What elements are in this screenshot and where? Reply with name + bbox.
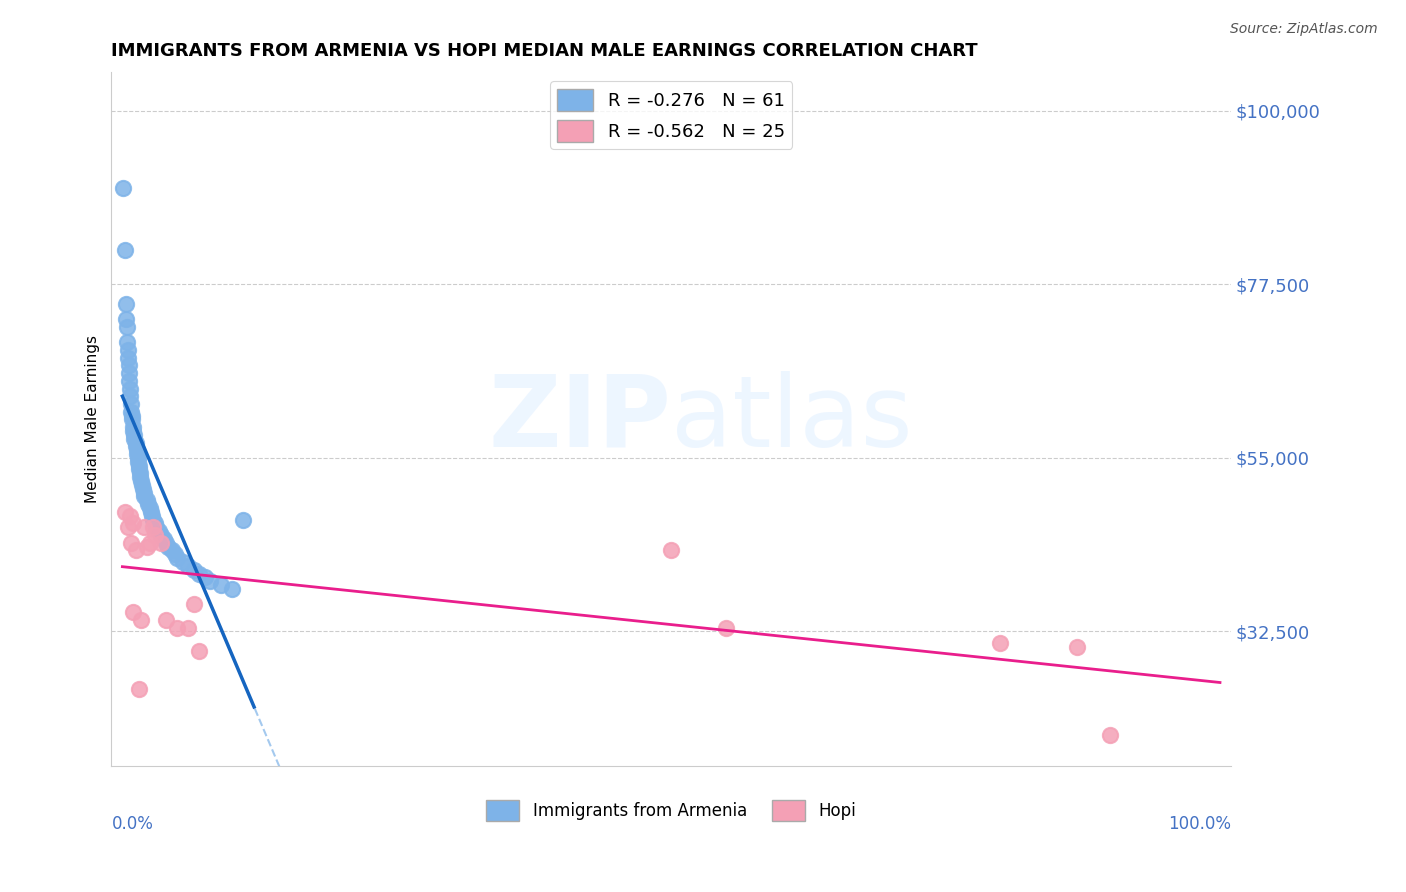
Point [112,181,135,195]
Point [120,382,142,396]
Point [127,455,149,469]
Point [129,474,152,488]
Point [134,520,156,534]
Point [128,682,150,697]
Point [139,535,162,549]
Point [194,570,217,584]
Point [120,405,142,419]
Point [221,582,243,596]
Point [160,543,183,558]
Point [166,551,188,566]
Point [121,412,143,426]
Point [232,513,254,527]
Point [990,636,1012,650]
Point [128,462,150,476]
Point [183,598,205,612]
Point [172,555,194,569]
Point [134,490,156,504]
Point [143,516,166,531]
Point [117,520,139,534]
Point [166,621,188,635]
Point [149,528,172,542]
Point [131,478,153,492]
Point [714,621,737,635]
Point [135,540,157,554]
Point [124,435,146,450]
Point [183,563,205,577]
Point [1066,640,1088,654]
Point [124,439,146,453]
Point [177,621,200,635]
Point [129,470,152,484]
Text: IMMIGRANTS FROM ARMENIA VS HOPI MEDIAN MALE EARNINGS CORRELATION CHART: IMMIGRANTS FROM ARMENIA VS HOPI MEDIAN M… [111,42,979,60]
Point [120,508,142,523]
Point [149,535,172,549]
Point [153,532,176,546]
Point [125,447,148,461]
Point [155,613,177,627]
Point [157,540,180,554]
Point [139,501,162,516]
Point [117,343,139,357]
Text: Source: ZipAtlas.com: Source: ZipAtlas.com [1230,22,1378,37]
Point [125,443,148,458]
Point [118,366,141,380]
Text: atlas: atlas [671,371,912,468]
Point [188,566,211,581]
Point [135,493,157,508]
Point [122,424,145,438]
Point [120,535,142,549]
Text: 0.0%: 0.0% [111,815,153,833]
Point [209,578,232,592]
Point [165,547,187,561]
Point [142,520,165,534]
Point [118,359,141,373]
Point [142,513,165,527]
Point [198,574,221,589]
Point [122,420,145,434]
Legend: Immigrants from Armenia, Hopi: Immigrants from Armenia, Hopi [479,794,863,828]
Point [122,516,145,531]
Point [127,450,149,465]
Text: 100.0%: 100.0% [1168,815,1232,833]
Point [659,543,682,558]
Point [132,482,155,496]
Point [1099,729,1122,743]
Point [129,467,152,481]
Point [124,427,146,442]
Point [118,374,141,388]
Y-axis label: Median Male Earnings: Median Male Earnings [86,335,100,503]
Point [121,409,143,423]
Point [141,508,163,523]
Point [177,558,200,573]
Point [188,643,211,657]
Point [114,296,136,310]
Point [114,505,136,519]
Point [115,319,138,334]
Point [124,543,146,558]
Point [139,505,162,519]
Point [128,458,150,473]
Point [148,524,170,538]
Point [114,243,136,257]
Point [120,397,142,411]
Point [155,535,177,549]
Point [134,485,156,500]
Point [115,335,138,350]
Point [124,432,146,446]
Point [129,613,152,627]
Point [117,351,139,365]
Point [136,497,159,511]
Point [145,520,167,534]
Point [122,605,145,619]
Point [120,389,142,403]
Text: ZIP: ZIP [488,371,671,468]
Point [114,312,136,326]
Point [143,528,166,542]
